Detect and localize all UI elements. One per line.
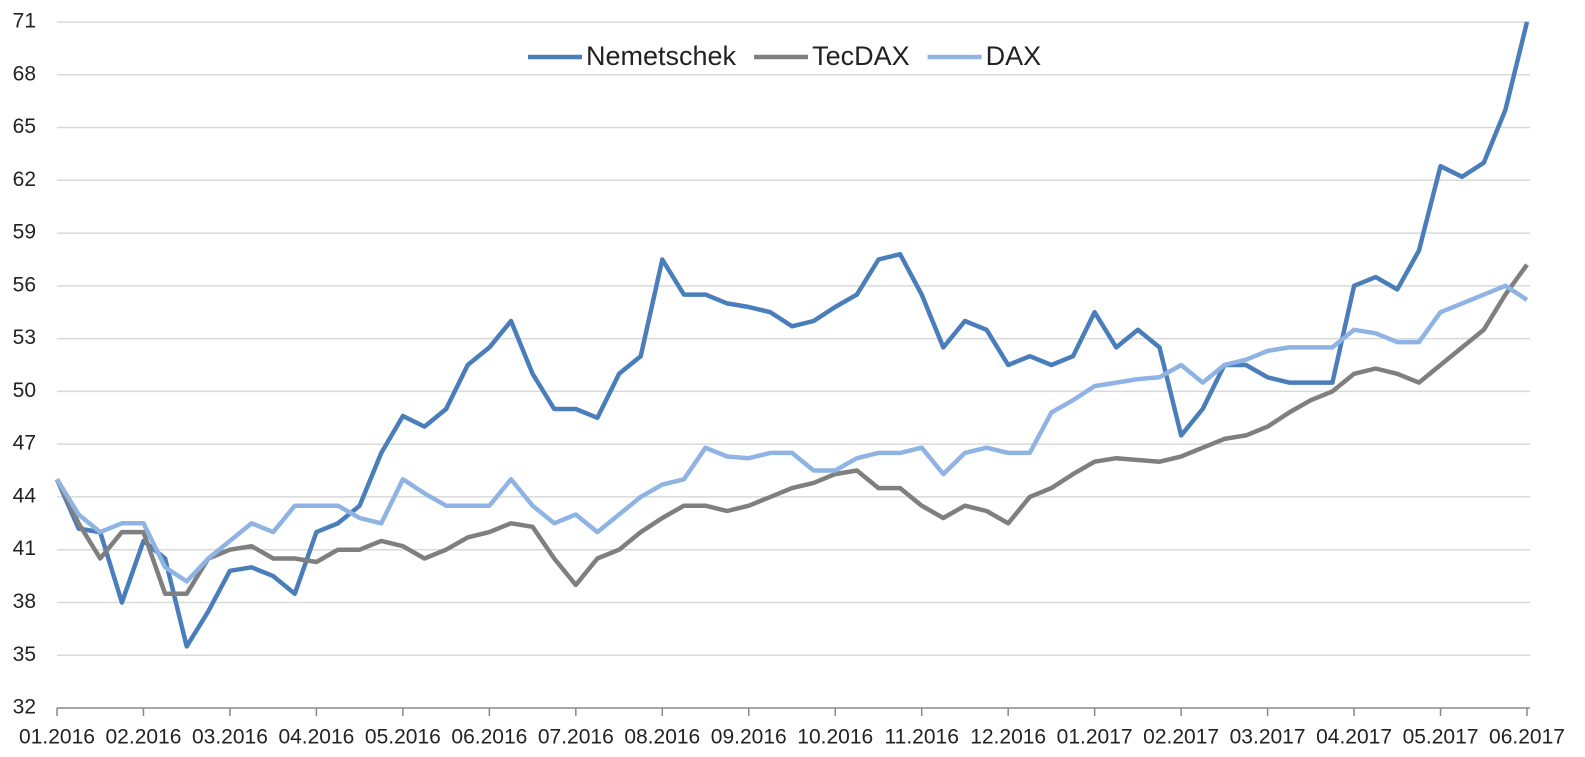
y-tick-label: 38: [13, 590, 36, 613]
y-tick-label: 44: [13, 484, 37, 507]
x-tick-label: 03.2016: [192, 726, 268, 749]
x-tick-label: 06.2016: [451, 726, 527, 749]
x-tick-label: 02.2017: [1143, 726, 1219, 749]
y-tick-label: 35: [13, 643, 36, 666]
y-tick-label: 65: [13, 115, 36, 138]
x-tick-label: 10.2016: [797, 726, 873, 749]
x-tick-label: 04.2017: [1316, 726, 1392, 749]
x-tick-label: 09.2016: [711, 726, 787, 749]
x-tick-label: 05.2017: [1403, 726, 1479, 749]
y-tick-label: 50: [13, 379, 36, 402]
legend-label: TecDAX: [812, 41, 910, 71]
y-tick-label: 62: [13, 168, 36, 191]
legend-label: Nemetschek: [586, 41, 737, 71]
x-tick-label: 07.2016: [538, 726, 614, 749]
x-tick-label: 01.2016: [19, 726, 95, 749]
x-tick-label: 12.2016: [970, 726, 1046, 749]
y-tick-label: 56: [13, 273, 36, 296]
legend-label: DAX: [986, 41, 1042, 71]
x-tick-label: 01.2017: [1057, 726, 1133, 749]
y-tick-label: 47: [13, 432, 36, 455]
y-tick-label: 59: [13, 221, 36, 244]
line-series: [54, 21, 1530, 649]
y-tick-label: 53: [13, 326, 36, 349]
x-tick-label: 08.2016: [624, 726, 700, 749]
y-tick-label: 68: [13, 62, 36, 85]
y-tick-label: 41: [13, 537, 36, 560]
y-tick-label: 71: [13, 10, 36, 33]
x-tick-label: 05.2016: [365, 726, 441, 749]
x-tick-label: 06.2017: [1489, 726, 1565, 749]
line-series: [54, 263, 1529, 596]
x-tick-label: 04.2016: [278, 726, 354, 749]
line-series: [55, 283, 1529, 584]
x-tick-label: 03.2017: [1230, 726, 1306, 749]
y-tick-label: 32: [13, 696, 36, 719]
x-tick-label: 11.2016: [885, 726, 959, 749]
x-tick-label: 02.2016: [106, 726, 182, 749]
legend: Nemetschek TecDAX DAX: [528, 41, 1041, 71]
